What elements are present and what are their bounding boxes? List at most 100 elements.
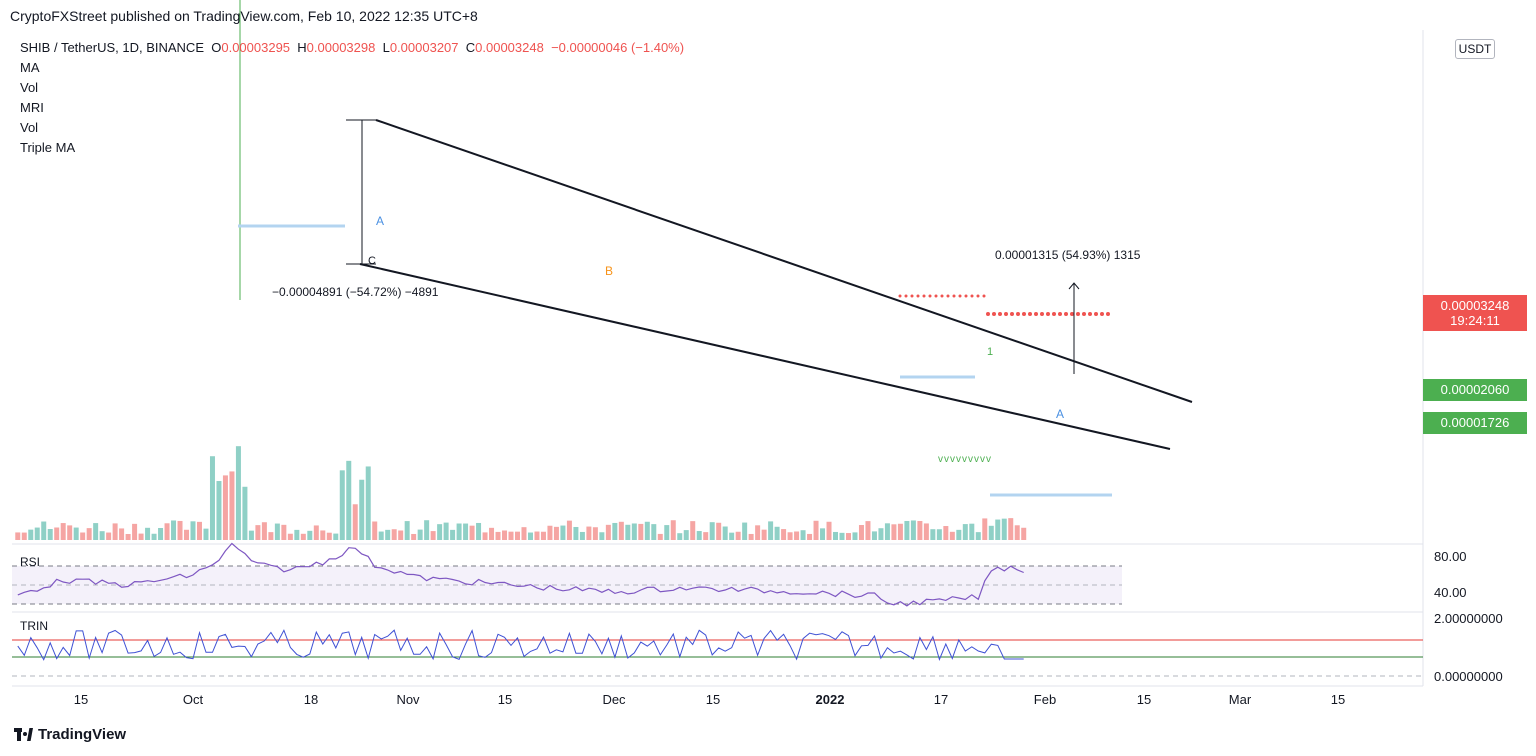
x-tick-label: Mar — [1229, 692, 1252, 707]
volume-bar — [21, 532, 27, 540]
x-tick-label: Nov — [396, 692, 420, 707]
volume-bar — [203, 528, 209, 540]
pivot-dot — [964, 294, 968, 298]
volume-bar — [1014, 525, 1020, 540]
pivot-dot — [1106, 312, 1110, 316]
volume-bar — [476, 522, 482, 540]
volume-bar — [612, 522, 618, 540]
volume-bar — [813, 520, 819, 540]
pivot-dot — [1016, 312, 1020, 316]
volume-bar — [34, 527, 40, 540]
currency-selector[interactable]: USDT — [1455, 39, 1495, 59]
pivot-dot — [986, 312, 990, 316]
volume-bar — [177, 520, 183, 540]
volume-bar — [378, 531, 384, 540]
volume-bar — [450, 529, 456, 540]
volume-bar — [41, 521, 47, 540]
volume-bar — [359, 479, 365, 540]
volume-bar — [1001, 518, 1007, 540]
legend-indicator-mri[interactable]: MRI — [20, 100, 44, 115]
volume-bar — [489, 527, 495, 540]
pivot-dot — [1034, 312, 1038, 316]
volume-bar — [242, 486, 248, 540]
volume-bar — [515, 531, 520, 540]
wave-label-c: C — [368, 255, 376, 267]
trin-pane-label: TRIN — [20, 619, 48, 633]
rsi-tick-label: 40.00 — [1434, 585, 1467, 600]
volume-bar — [151, 533, 157, 540]
pivot-dot — [946, 294, 950, 298]
pivot-dot — [904, 294, 908, 298]
tradingview-logo-text: TradingView — [38, 726, 127, 743]
volume-bar — [196, 521, 202, 540]
volume-bar — [962, 524, 968, 540]
volume-bar — [294, 529, 300, 540]
pivot-dot — [1070, 312, 1074, 316]
volume-bar — [184, 529, 190, 540]
volume-bar — [638, 523, 644, 540]
volume-bar — [690, 521, 696, 540]
volume-bar — [190, 521, 196, 540]
legend-c-value: 0.00003248 — [475, 40, 544, 55]
volume-bar — [865, 521, 871, 540]
volume-bar — [216, 481, 222, 540]
volume-bar — [709, 522, 715, 540]
legend-indicator-ma[interactable]: MA — [20, 60, 40, 75]
pivot-dot — [910, 294, 914, 298]
legend-h-value: 0.00003298 — [306, 40, 376, 55]
signal-v-mark: v — [962, 454, 967, 465]
volume-bar — [768, 521, 774, 540]
signal-v-mark: v — [986, 454, 991, 465]
volume-bar — [644, 521, 650, 540]
pivot-dot — [1094, 312, 1098, 316]
volume-bar — [333, 533, 339, 540]
volume-bar — [313, 525, 319, 540]
volume-bar — [86, 528, 92, 540]
volume-bar — [352, 504, 358, 540]
volume-bar — [398, 530, 404, 540]
x-tick-label: 18 — [304, 692, 318, 707]
volume-bar — [235, 446, 241, 540]
pivot-dot — [940, 294, 944, 298]
signal-v-mark: v — [938, 454, 943, 465]
volume-bar — [566, 520, 572, 540]
x-tick-label: 15 — [1331, 692, 1345, 707]
volume-bar — [222, 475, 228, 540]
x-tick-label: Oct — [183, 692, 204, 707]
volume-bar — [209, 456, 215, 540]
pivot-dot — [922, 294, 926, 298]
signal-v-mark: v — [968, 454, 973, 465]
volume-bar — [521, 527, 527, 540]
volume-bar — [677, 533, 683, 540]
volume-bar — [1021, 527, 1027, 540]
pivot-dot — [898, 294, 902, 298]
volume-bar — [618, 521, 624, 540]
wave-label-1: 1 — [987, 346, 993, 358]
volume-bar — [833, 531, 839, 540]
volume-bar — [573, 526, 579, 540]
volume-bar — [132, 523, 138, 540]
support-level-tag-1: 0.00002060 — [1423, 379, 1527, 401]
volume-bar — [365, 466, 371, 540]
legend-indicator-triple-ma[interactable]: Triple MA — [20, 140, 76, 155]
last-price-value: 0.00003248 — [1440, 298, 1510, 313]
x-tick-label: 15 — [1137, 692, 1151, 707]
signal-v-mark: v — [956, 454, 961, 465]
legend-indicator-vol-2[interactable]: Vol — [20, 120, 39, 135]
volume-bar — [99, 531, 105, 540]
pivot-dot — [928, 294, 932, 298]
volume-bar — [982, 518, 988, 540]
pivot-dot — [958, 294, 962, 298]
countdown-timer: 19:24:11 — [1450, 313, 1500, 328]
x-tick-label: 2022 — [816, 692, 845, 707]
trin-tick-label: 2.00000000 — [1434, 611, 1503, 626]
legend-indicator-vol[interactable]: Vol — [20, 80, 39, 95]
volume-bar — [917, 520, 923, 540]
tradingview-logo[interactable]: TradingView — [14, 726, 126, 743]
pivot-dot — [1040, 312, 1044, 316]
volume-bar — [787, 532, 793, 540]
trin-tick-label: 0.00000000 — [1434, 669, 1503, 684]
pivot-dot — [1028, 312, 1032, 316]
pivot-dot — [1100, 312, 1104, 316]
